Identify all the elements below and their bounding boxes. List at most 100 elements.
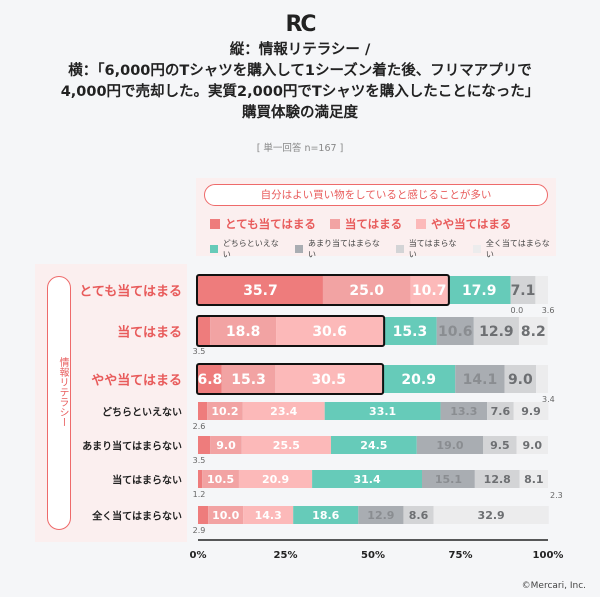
legend-item: どちらといえない xyxy=(210,238,285,260)
data-label: 10.2 xyxy=(211,405,238,418)
data-label: 15.3 xyxy=(393,324,428,340)
highlight-box xyxy=(196,363,385,395)
bar-segment xyxy=(207,402,243,420)
bar-segment xyxy=(487,402,514,420)
bar-segment xyxy=(513,402,549,420)
data-label: 9.9 xyxy=(521,405,541,418)
data-label: 14.3 xyxy=(255,509,282,522)
data-label: 17.9 xyxy=(462,283,497,299)
data-label: 35.7 xyxy=(243,283,278,299)
data-label-small: 0.0 xyxy=(511,306,524,315)
data-label: 18.6 xyxy=(312,509,339,522)
bar-segment xyxy=(198,470,203,488)
data-label: 9.5 xyxy=(490,439,510,452)
data-label: 8.6 xyxy=(409,509,429,522)
bar-segment xyxy=(455,365,505,393)
bar-segment xyxy=(198,317,211,345)
bar-segment xyxy=(474,470,520,488)
bar-segment xyxy=(433,506,549,524)
bar-segment xyxy=(358,506,404,524)
legend-item: やや当てはまる xyxy=(416,216,511,232)
highlight-box xyxy=(196,315,386,347)
data-label: 12.9 xyxy=(367,509,394,522)
bar-segment xyxy=(536,365,548,393)
data-label: 25.0 xyxy=(349,283,384,299)
data-label: 10.6 xyxy=(438,324,473,340)
bar-segment xyxy=(535,276,548,304)
data-label: 24.5 xyxy=(360,439,387,452)
legend-item: 当てはまる xyxy=(329,216,402,232)
data-label: 15.1 xyxy=(435,473,462,486)
data-label: 7.1 xyxy=(511,283,536,299)
data-label: 31.4 xyxy=(353,473,380,486)
category-label: あまり当てはまらない xyxy=(82,441,182,453)
bar-segment xyxy=(243,506,294,524)
data-label: 9.0 xyxy=(508,372,533,388)
bar-segment xyxy=(483,436,517,454)
x-tick-label: 50% xyxy=(361,550,385,561)
bar-segment xyxy=(510,276,536,304)
title-line: 縦：情報リテラシー / xyxy=(229,42,371,58)
chart-subtitle: [ 単一回答 n=167 ] xyxy=(256,143,344,154)
x-tick-label: 100% xyxy=(533,550,564,561)
data-label: 12.9 xyxy=(479,324,514,340)
data-label: 10.5 xyxy=(207,473,234,486)
data-label: 13.3 xyxy=(450,405,477,418)
bar-segment xyxy=(504,365,537,393)
bar-segment xyxy=(322,276,411,304)
axis-title-pill: 情報リテラシー xyxy=(47,276,71,530)
data-label: 33.1 xyxy=(369,405,396,418)
category-label: やや当てはまる xyxy=(91,373,182,389)
data-label: 7.6 xyxy=(491,405,511,418)
x-tick-label: 0% xyxy=(190,550,207,561)
bar-segment xyxy=(410,276,448,304)
data-label-small: 3.4 xyxy=(542,395,555,404)
data-label-small: 3.5 xyxy=(193,456,206,465)
bar-segment xyxy=(202,470,239,488)
bar-segment xyxy=(210,317,277,345)
bar-segment xyxy=(516,436,548,454)
bar-segment xyxy=(275,365,383,393)
data-label: 30.5 xyxy=(311,372,346,388)
bar-segment xyxy=(293,506,359,524)
data-label: 14.1 xyxy=(463,372,498,388)
bar-segment xyxy=(403,506,434,524)
category-label: とても当てはまる xyxy=(79,284,182,300)
data-label: 20.9 xyxy=(262,473,289,486)
data-label: 10.0 xyxy=(212,509,239,522)
data-label: 9.0 xyxy=(216,439,236,452)
bar-segment xyxy=(447,276,511,304)
bar-segment xyxy=(519,470,548,488)
data-label: 8.2 xyxy=(521,324,546,340)
bar-segment xyxy=(436,317,474,345)
bar-segment xyxy=(518,317,548,345)
bar-segment xyxy=(241,436,331,454)
bar-segment xyxy=(198,506,209,524)
bar-segment xyxy=(221,365,276,393)
data-label: 23.4 xyxy=(270,405,297,418)
bar-segment xyxy=(473,317,519,345)
bar-segment xyxy=(331,436,417,454)
legend-item: あまり当てはまらない xyxy=(295,238,386,260)
data-label: 15.3 xyxy=(231,372,266,388)
data-label-small: 2.9 xyxy=(193,526,206,535)
copyright: ©Mercari, Inc. xyxy=(521,581,586,591)
legend: 自分はよい買い物をしていると感じることが多い とても当てはまる 当てはまる やや… xyxy=(196,178,556,259)
data-label-small: 2.6 xyxy=(193,422,206,431)
bar-segment xyxy=(198,365,222,393)
title-line: 横：「6,000円のTシャツを購入して1シーズン着た後、フリマアプリで xyxy=(68,63,532,79)
bar-segment xyxy=(210,436,242,454)
callout-label: 自分はよい買い物をしていると感じることが多い xyxy=(204,184,548,206)
legend-item: 全く当てはまらない xyxy=(473,238,556,260)
data-label: 8.1 xyxy=(524,473,544,486)
data-label: 25.5 xyxy=(273,439,300,452)
bar-segment xyxy=(198,436,211,454)
bar-segment xyxy=(416,436,484,454)
bar-segment xyxy=(198,402,208,420)
data-label-small: 1.2 xyxy=(193,490,206,499)
data-label: 32.9 xyxy=(478,509,505,522)
bar-segment xyxy=(276,317,384,345)
row-label-panel: 情報リテラシー xyxy=(35,264,187,542)
category-label: 全く当てはまらない xyxy=(92,511,182,523)
category-label: 当てはまる xyxy=(117,325,182,341)
